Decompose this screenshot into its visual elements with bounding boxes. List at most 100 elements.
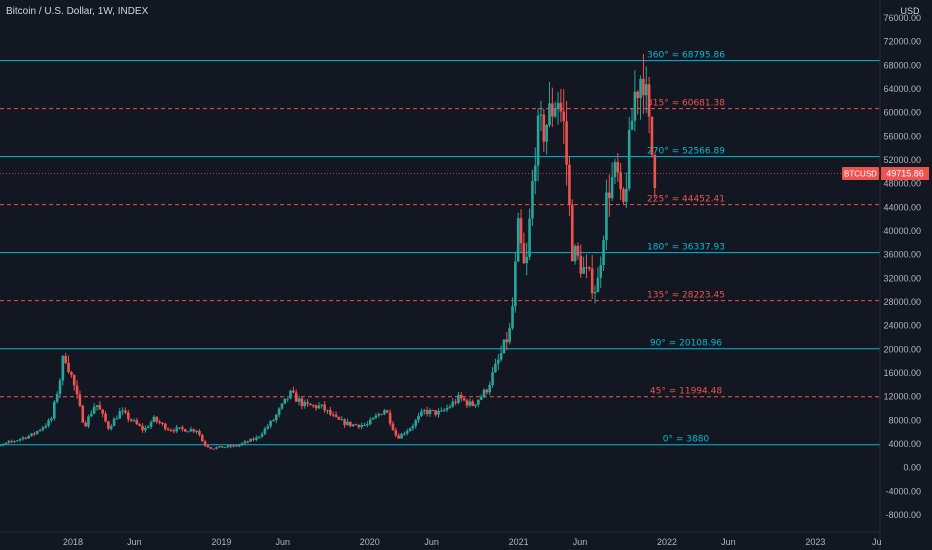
candle-body (118, 411, 122, 419)
time-tick-label: 2022 (657, 537, 677, 547)
candle-body (348, 421, 352, 427)
candle-body (477, 399, 480, 405)
price-tick-label: 28000.00 (883, 297, 921, 307)
candle-body (246, 441, 250, 443)
candle-body (505, 339, 509, 343)
candle-body (166, 429, 170, 431)
candle-body (422, 410, 426, 412)
candle-body (582, 267, 585, 274)
candle-body (309, 403, 312, 406)
price-tick-label: 72000.00 (883, 37, 921, 47)
candle-body (18, 438, 22, 441)
candle-body (206, 445, 210, 448)
candle-body (92, 406, 96, 414)
candle-body (144, 427, 147, 431)
candle-body (459, 394, 463, 399)
price-tag-label: 49715.86 (886, 169, 924, 179)
price-tag (881, 167, 929, 181)
candle-body (27, 435, 30, 439)
price-tick-label: 20000.00 (883, 344, 921, 354)
candle-body (414, 420, 418, 427)
candle-body (357, 424, 361, 428)
candle-body (141, 425, 144, 431)
candle-body (559, 102, 563, 112)
symbol-tag-label: BTCUSD (844, 170, 877, 179)
candle-body (653, 154, 657, 189)
candle-body (607, 192, 611, 199)
candle-body (158, 421, 161, 424)
price-tick-label: 52000.00 (883, 155, 921, 165)
level-label: 360° = 68795.86 (647, 51, 725, 61)
candle-body (488, 384, 492, 393)
candle-body (454, 401, 457, 403)
level-label: 270° = 52566.89 (647, 147, 725, 157)
price-tick-label: 36000.00 (883, 250, 921, 260)
candle-body (149, 421, 153, 427)
candle-body (391, 423, 395, 431)
candle-body (613, 162, 617, 178)
candle-body (84, 422, 87, 427)
price-tick-label: 60000.00 (883, 108, 921, 118)
candle-body (152, 416, 156, 422)
candle-body (44, 425, 48, 428)
candle-body (528, 218, 531, 257)
candle-body (181, 427, 184, 430)
candle-body (266, 426, 270, 429)
candle-body (107, 421, 110, 429)
candle-body (155, 416, 159, 422)
candle-body (556, 102, 560, 110)
candle-body (72, 375, 76, 386)
candle-body (289, 390, 292, 399)
candle-body (630, 120, 634, 130)
candle-body (368, 419, 372, 425)
gann-levels: 360° = 68795.86 315° = 60681.38 270° = 525… (0, 51, 880, 446)
candle-body (499, 353, 503, 360)
price-tick-label: 0.00 (903, 463, 921, 473)
candle-body (371, 417, 375, 420)
candle-body (329, 410, 332, 415)
candle-body (474, 404, 477, 406)
candle-body (585, 267, 588, 269)
candle-body (494, 363, 497, 373)
candle-body (462, 398, 466, 401)
candle-body (437, 410, 440, 415)
candle-body (442, 410, 446, 412)
candle-body (323, 404, 326, 411)
candle-body (1, 444, 5, 446)
candle-body (502, 339, 506, 354)
candle-body (257, 436, 261, 438)
price-axis[interactable]: 76000.00 72000.00 68000.00 64000.00 60000.00… (883, 13, 921, 520)
candle-body (161, 423, 164, 425)
candle-body (508, 328, 511, 343)
candle-body (405, 431, 409, 434)
currency-label[interactable]: USD (900, 6, 920, 16)
candle-body (428, 409, 432, 415)
candle-body (388, 412, 392, 424)
time-tick-label: Jun (127, 537, 142, 547)
price-tick-label: 44000.00 (883, 202, 921, 212)
candle-body (4, 442, 8, 445)
candle-body (203, 441, 207, 446)
candle-body (650, 116, 654, 155)
candle-body (400, 433, 403, 439)
candle-body (200, 434, 204, 442)
candle-body (303, 402, 307, 407)
candle-body (568, 164, 571, 205)
time-axis[interactable]: 2018 Jun 2019 Jun 2020 Jun 2021 Jun 2022 Jun 2023 J… (63, 537, 882, 547)
candle-body (240, 443, 244, 445)
candle-body (138, 424, 141, 426)
candle-body (622, 189, 625, 202)
candle-body (121, 410, 124, 412)
last-price-tag: BTCUSD 49715.86 (842, 167, 929, 181)
candle-body (115, 418, 119, 420)
candle-body (596, 277, 600, 293)
level-label: 225° = 44452.41 (647, 195, 725, 205)
candle-body (343, 419, 346, 426)
candle-body (58, 380, 62, 395)
candle-body (192, 429, 196, 432)
candle-body (627, 129, 631, 189)
candle-body (235, 445, 238, 447)
price-tick-label: 4000.00 (888, 439, 921, 449)
